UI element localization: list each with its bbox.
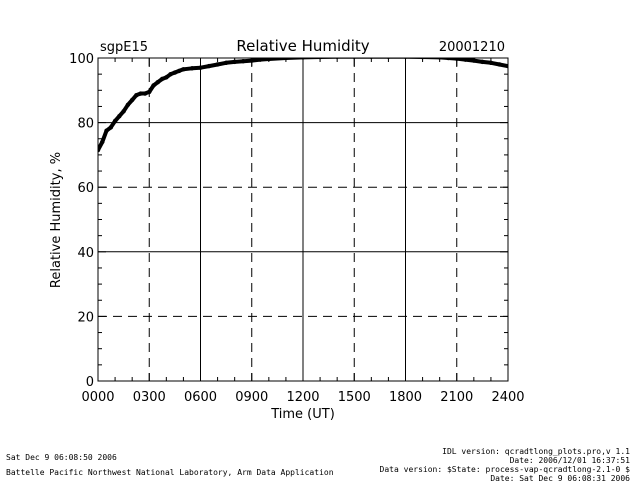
series-point: [108, 125, 114, 130]
series-point: [181, 67, 186, 72]
series-point: [151, 83, 156, 88]
series-point: [206, 63, 212, 69]
series-point: [223, 60, 229, 66]
series-point: [138, 91, 143, 96]
series-point: [98, 147, 101, 153]
site-label: sgpE15: [100, 40, 148, 55]
series-point: [100, 139, 105, 145]
series-point: [446, 58, 451, 61]
series-point: [258, 58, 263, 62]
series-point: [168, 71, 173, 77]
series-point: [164, 75, 169, 80]
x-tick-label: 0900: [235, 390, 268, 405]
x-tick-label: 1200: [286, 390, 319, 405]
x-tick-label: 0300: [133, 390, 166, 405]
series-point: [189, 66, 195, 71]
footer-idl-date: Date: 2006/12/01 16:37:51: [509, 456, 630, 465]
series-point: [121, 109, 126, 114]
series-point: [172, 70, 178, 75]
series-point: [155, 80, 160, 85]
plot-frame: [97, 57, 509, 382]
series-point: [112, 118, 118, 124]
date-label: 20001210: [439, 40, 505, 55]
series-point: [215, 62, 220, 67]
footer-data-date: Date: Sat Dec 9 06:08:31 2006: [490, 474, 630, 483]
series-point: [488, 60, 494, 66]
x-tick-labels: 0000 0300 0600 0900 1200 1500 1800 2100 2400: [81, 390, 524, 405]
series-point: [505, 63, 508, 69]
x-tick-label: 0000: [81, 390, 114, 405]
series-point: [463, 58, 468, 62]
series-point: [159, 76, 165, 82]
series-point: [147, 89, 152, 95]
x-axis-label: Time (UT): [270, 407, 335, 422]
series-point: [117, 113, 122, 119]
x-tick-label: 1500: [338, 390, 371, 405]
series-point: [420, 58, 425, 60]
x-tick-label: 0600: [184, 390, 217, 405]
series-point: [318, 58, 323, 60]
series-point: [129, 97, 135, 103]
chart-title: Relative Humidity: [236, 37, 369, 55]
x-tick-label: 1800: [389, 390, 422, 405]
series-point: [134, 92, 139, 98]
grid-lines: [98, 58, 508, 381]
y-tick-label: 60: [77, 181, 94, 196]
series-point: [283, 58, 289, 61]
series-layer: [98, 58, 508, 153]
series-point: [232, 59, 237, 65]
series-point: [176, 68, 182, 74]
y-tick-label: 40: [77, 246, 94, 261]
series-point: [300, 58, 306, 60]
footer-data-version: Data version: $State: process-vap-qcradt…: [379, 465, 630, 474]
footer-timestamp: Sat Dec 9 06:08:50 2006: [6, 453, 117, 462]
series-point: [266, 58, 272, 62]
series-point: [198, 65, 203, 70]
series-point: [104, 128, 109, 133]
x-tick-label: 2400: [491, 390, 524, 405]
axis-ticks: [97, 57, 509, 382]
series-point: [249, 58, 254, 63]
y-axis-label: Relative Humidity, %: [49, 152, 64, 288]
footer-idl-version: IDL version: qcradtlong_plots.pro,v 1.1: [442, 447, 630, 456]
x-tick-label: 2100: [440, 390, 473, 405]
series-point: [454, 58, 459, 61]
footer-right: IDL version: qcradtlong_plots.pro,v 1.1 …: [380, 447, 630, 483]
series-point: [241, 59, 246, 64]
footer-left: Sat Dec 9 06:08:50 2006 Battelle Pacific…: [6, 453, 334, 477]
y-tick-labels: 0 20 40 60 80 100: [69, 52, 94, 390]
y-tick-label: 80: [77, 117, 94, 132]
series-point: [125, 102, 131, 108]
series-point: [480, 59, 485, 65]
y-tick-label: 20: [77, 310, 94, 325]
series-point: [437, 58, 442, 60]
series-point: [497, 62, 502, 67]
footer-lab-credit: Battelle Pacific Northwest National Labo…: [6, 468, 334, 477]
y-tick-label: 100: [69, 52, 94, 67]
y-tick-label: 0: [86, 375, 94, 390]
series-point: [471, 58, 477, 63]
series-point: [142, 91, 148, 96]
